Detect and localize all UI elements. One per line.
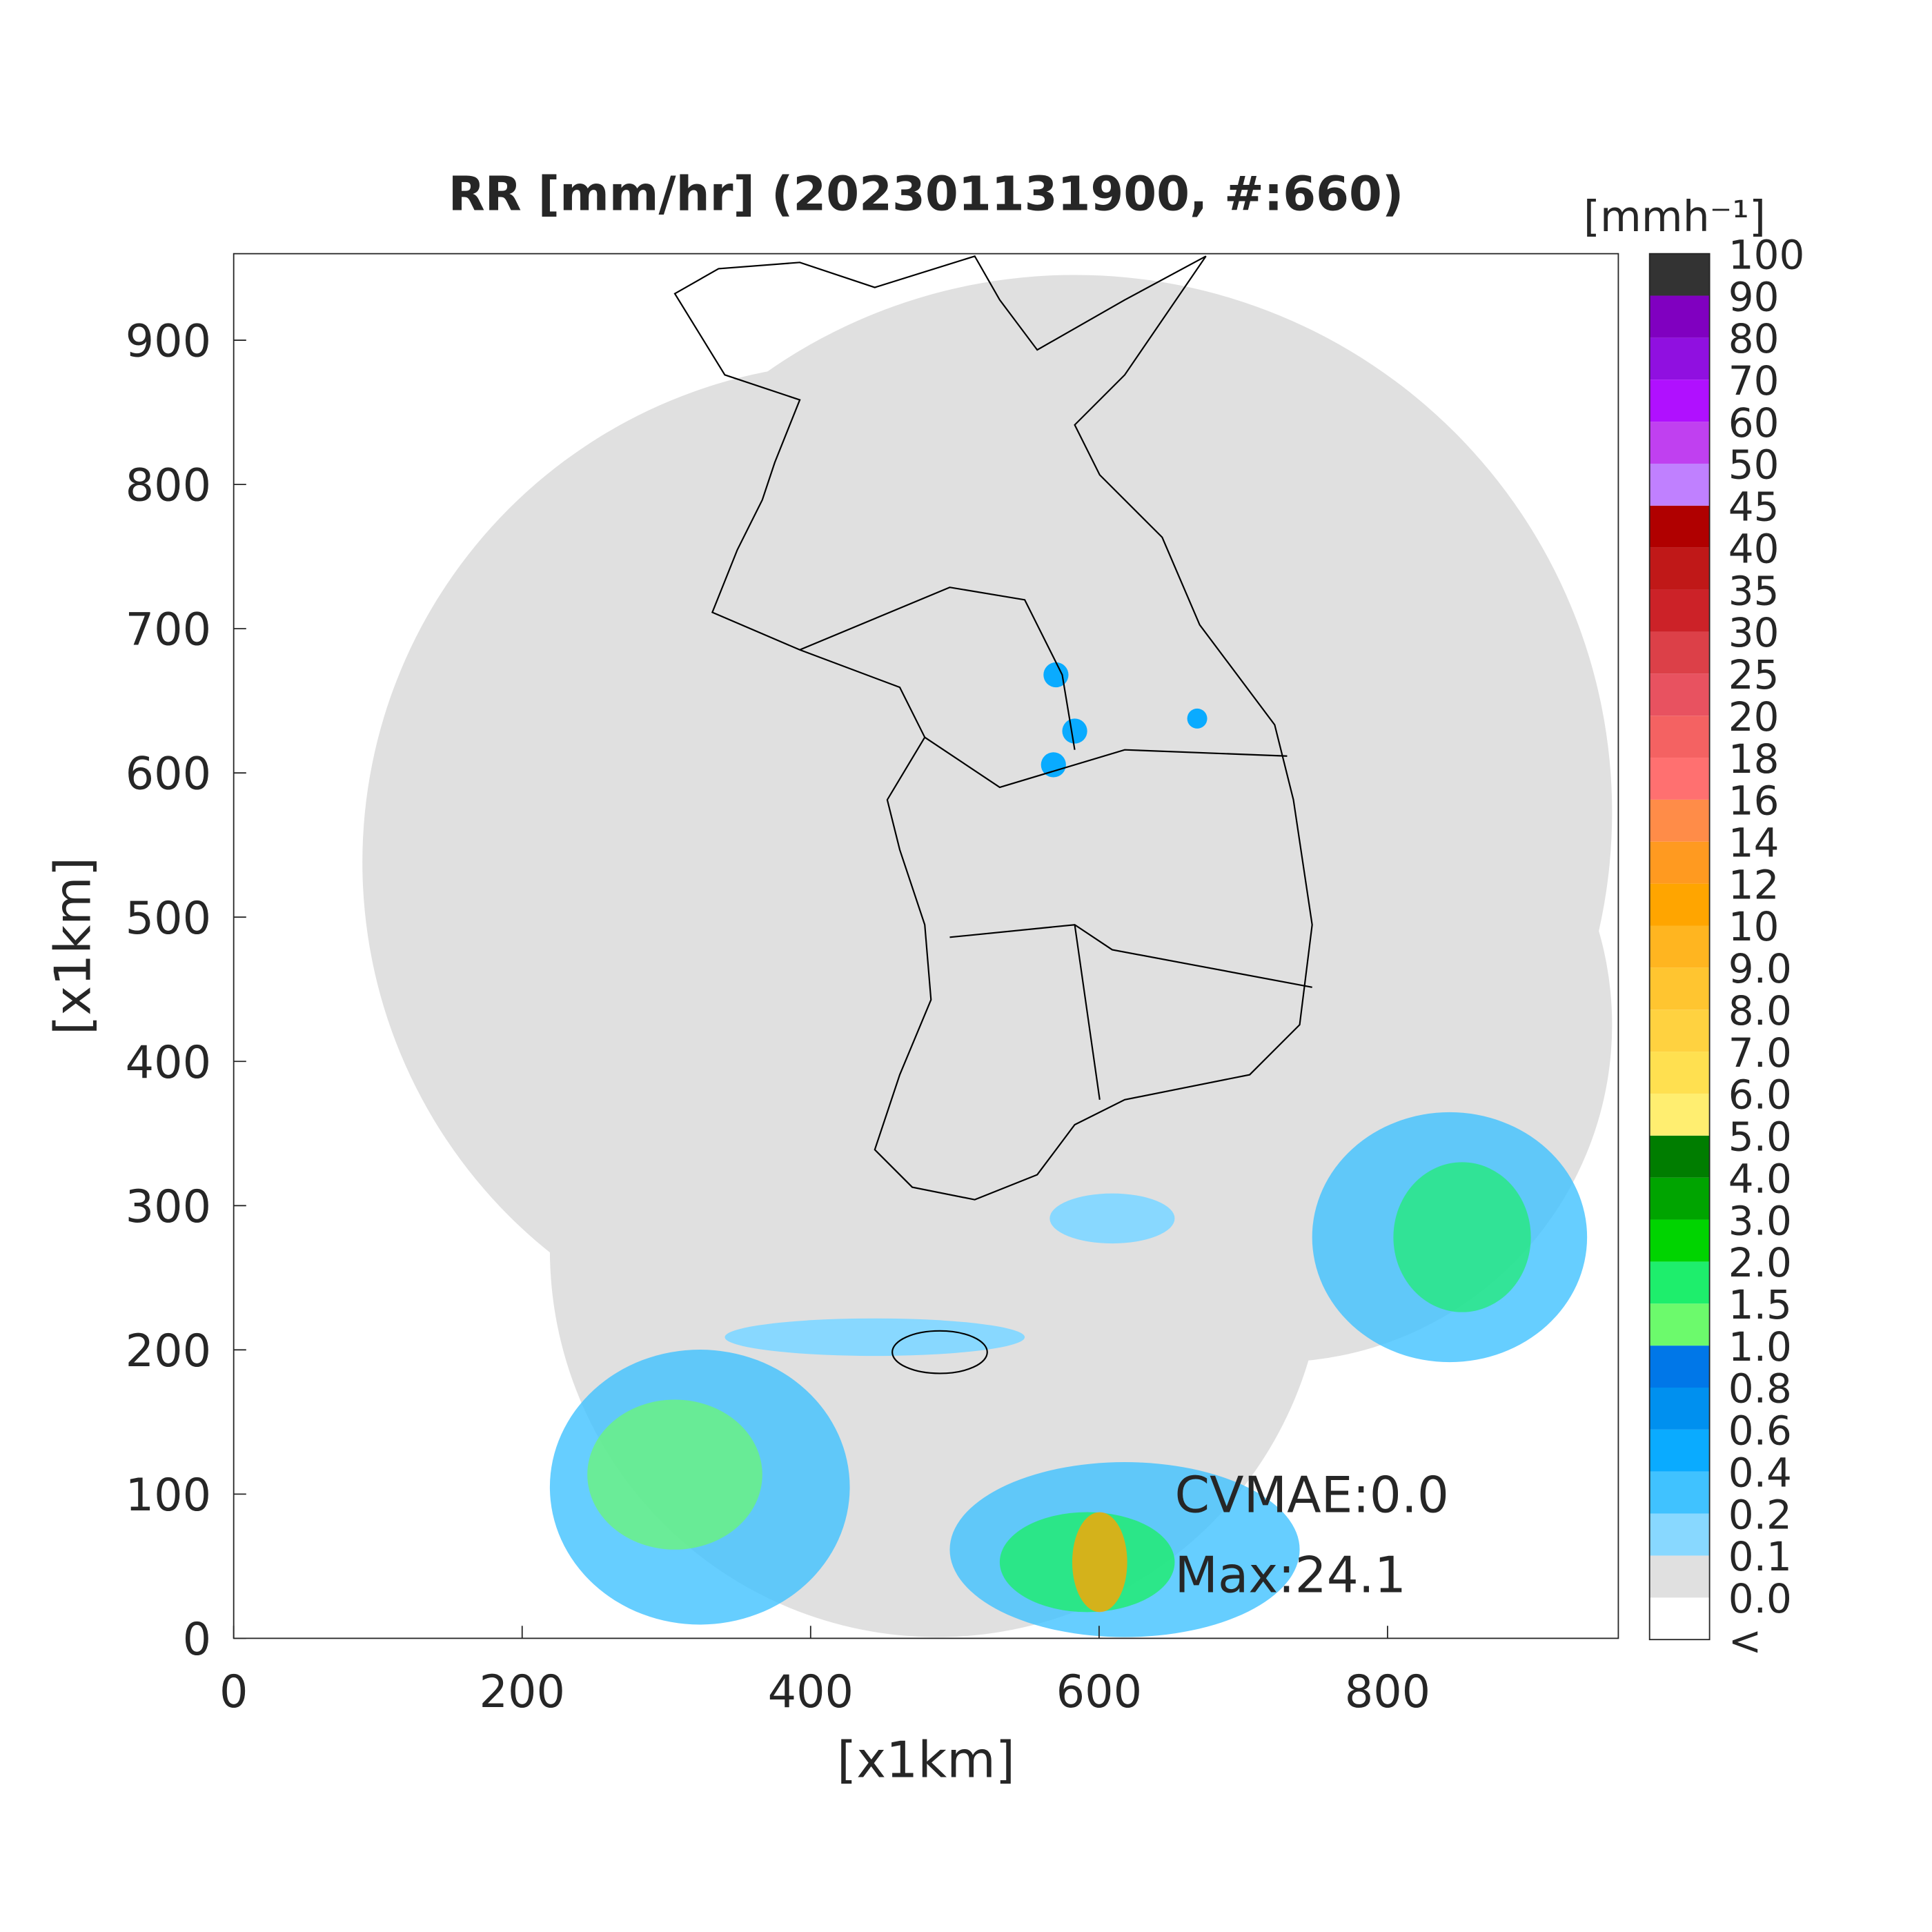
colorbar-segment bbox=[1649, 799, 1710, 842]
colorbar-label: 0.1 bbox=[1728, 1533, 1792, 1580]
colorbar-segment bbox=[1649, 295, 1710, 338]
y-tick-label: 300 bbox=[126, 1181, 211, 1233]
y-tick-label: 800 bbox=[126, 460, 211, 512]
colorbar-label: 0.0 bbox=[1728, 1575, 1792, 1622]
colorbar-label: 9.0 bbox=[1728, 945, 1792, 992]
colorbar-segment bbox=[1649, 379, 1710, 422]
colorbar-segment bbox=[1649, 673, 1710, 716]
colorbar-title: [mmh⁻¹] bbox=[1584, 192, 1766, 241]
chart-title: RR [mm/hr] (202301131900, #:660) bbox=[448, 166, 1404, 221]
y-tick-label: 600 bbox=[126, 748, 211, 800]
colorbar-label: 70 bbox=[1728, 357, 1780, 404]
colorbar-label: 4.0 bbox=[1728, 1155, 1792, 1202]
x-tick-label: 200 bbox=[480, 1666, 565, 1718]
colorbar-segment bbox=[1649, 1555, 1710, 1598]
colorbar-label: 7.0 bbox=[1728, 1029, 1792, 1076]
colorbar-segment bbox=[1649, 505, 1710, 548]
x-tick-label: 400 bbox=[768, 1666, 854, 1718]
colorbar-segment bbox=[1649, 1346, 1710, 1388]
axes-box bbox=[233, 253, 1619, 1639]
colorbar-label: 40 bbox=[1728, 525, 1780, 572]
precipitation bbox=[549, 662, 1588, 1637]
colorbar-label: < bbox=[1728, 1617, 1762, 1664]
coastline bbox=[673, 255, 1313, 1374]
colorbar-label: 0.4 bbox=[1728, 1449, 1792, 1496]
colorbar-label: 25 bbox=[1728, 651, 1780, 698]
colorbar-segment bbox=[1649, 337, 1710, 380]
colorbar-segment bbox=[1649, 1388, 1710, 1430]
x-tick-label: 0 bbox=[219, 1666, 248, 1718]
colorbar-label: 30 bbox=[1728, 609, 1780, 656]
colorbar-label: 1.5 bbox=[1728, 1281, 1792, 1328]
colorbar-label: 80 bbox=[1728, 315, 1780, 362]
colorbar-label: 45 bbox=[1728, 484, 1780, 531]
colorbar-label: 8.0 bbox=[1728, 987, 1792, 1034]
x-tick-label: 600 bbox=[1056, 1666, 1142, 1718]
colorbar-segment bbox=[1649, 1093, 1710, 1136]
colorbar-segment bbox=[1649, 253, 1710, 296]
colorbar-label: 35 bbox=[1728, 567, 1780, 614]
y-axis-label: [x1km] bbox=[44, 857, 102, 1035]
colorbar-segment bbox=[1649, 1009, 1710, 1052]
colorbar-label: 100 bbox=[1728, 231, 1805, 278]
colorbar-segment bbox=[1649, 589, 1710, 632]
colorbar-segment bbox=[1649, 1219, 1710, 1262]
colorbar-label: 0.6 bbox=[1728, 1408, 1792, 1455]
annotation: CVMAE:0.0 bbox=[1174, 1466, 1449, 1524]
y-tick-label: 200 bbox=[126, 1325, 211, 1377]
y-tick-label: 400 bbox=[126, 1036, 211, 1089]
radar-map bbox=[362, 255, 1613, 1637]
colorbar-label: 0.8 bbox=[1728, 1366, 1792, 1412]
colorbar-label: 0.2 bbox=[1728, 1491, 1792, 1538]
colorbar-segment bbox=[1649, 1135, 1710, 1178]
colorbar-label: 3.0 bbox=[1728, 1197, 1792, 1244]
colorbar-segment bbox=[1649, 1177, 1710, 1220]
colorbar-segment bbox=[1649, 547, 1710, 590]
colorbar-segment bbox=[1649, 631, 1710, 674]
colorbar-segment bbox=[1649, 1429, 1710, 1472]
colorbar-segment bbox=[1649, 1513, 1710, 1556]
colorbar-label: 2.0 bbox=[1728, 1239, 1792, 1286]
colorbar-label: 6.0 bbox=[1728, 1072, 1792, 1118]
colorbar-label: 14 bbox=[1728, 819, 1780, 866]
colorbar-segment bbox=[1649, 1471, 1710, 1514]
colorbar-label: 1.0 bbox=[1728, 1323, 1792, 1370]
colorbar-segment bbox=[1649, 967, 1710, 1010]
colorbar-label: 90 bbox=[1728, 273, 1780, 320]
colorbar-segment bbox=[1649, 925, 1710, 968]
colorbar-segment bbox=[1649, 1052, 1710, 1094]
colorbar-segment bbox=[1649, 841, 1710, 884]
colorbar-segment bbox=[1649, 1303, 1710, 1346]
y-tick-label: 900 bbox=[126, 315, 211, 368]
radar-coverage bbox=[362, 275, 1613, 1637]
y-tick-label: 500 bbox=[126, 892, 211, 945]
x-axis-label: [x1km] bbox=[837, 1731, 1015, 1789]
y-tick-label: 100 bbox=[126, 1469, 211, 1521]
colorbar-label: 16 bbox=[1728, 778, 1780, 825]
x-tick-label: 800 bbox=[1345, 1666, 1430, 1718]
colorbar-label: 60 bbox=[1728, 400, 1780, 446]
colorbar-frame bbox=[1648, 253, 1711, 1641]
colorbar-label: 5.0 bbox=[1728, 1114, 1792, 1161]
colorbar-segment bbox=[1649, 883, 1710, 926]
colorbar-label: 12 bbox=[1728, 861, 1780, 908]
colorbar-segment bbox=[1649, 1597, 1710, 1640]
colorbar-label: 20 bbox=[1728, 693, 1780, 740]
colorbar-label: 10 bbox=[1728, 903, 1780, 950]
colorbar-segment bbox=[1649, 463, 1710, 506]
colorbar-segment bbox=[1649, 758, 1710, 800]
y-tick-label: 700 bbox=[126, 604, 211, 656]
colorbar-segment bbox=[1649, 1261, 1710, 1304]
colorbar-label: 18 bbox=[1728, 736, 1780, 782]
colorbar-segment bbox=[1649, 716, 1710, 758]
colorbar-label: 50 bbox=[1728, 442, 1780, 489]
colorbar-segment bbox=[1649, 422, 1710, 464]
y-tick-label: 0 bbox=[183, 1613, 211, 1666]
annotation: Max:24.1 bbox=[1174, 1546, 1406, 1604]
